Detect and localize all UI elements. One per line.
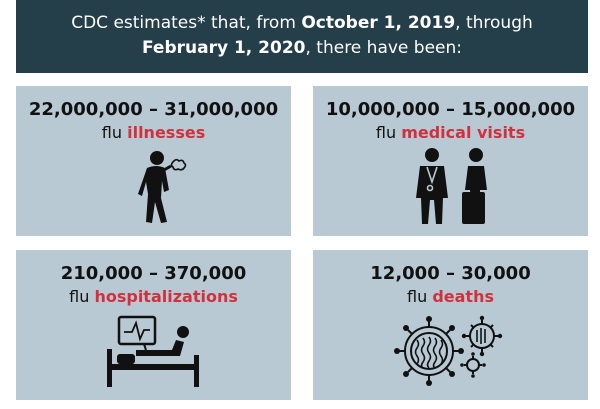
medical-visits-range: 10,000,000 – 15,000,000: [325, 99, 576, 120]
medical-visits-card: 10,000,000 – 15,000,000 flu medical visi…: [313, 86, 588, 236]
deaths-card: 12,000 – 30,000 flu deaths: [313, 250, 588, 400]
banner-prefix: CDC estimates* that, from: [71, 13, 302, 33]
sick-person-icon: [138, 151, 187, 223]
deaths-highlight: deaths: [432, 287, 494, 306]
hospitalizations-label: flu hospitalizations: [69, 287, 238, 306]
doctor-patient-icon: [416, 148, 487, 224]
hospital-bed-icon: [107, 315, 199, 387]
medical-visits-label: flu medical visits: [375, 123, 526, 142]
banner-middle: , through: [455, 13, 533, 33]
illnesses-label: flu illnesses: [101, 123, 206, 142]
illnesses-card: 22,000,000 – 31,000,000 flu illnesses: [16, 86, 291, 236]
virus-icon: [394, 315, 503, 386]
hospitalizations-highlight: hospitalizations: [94, 287, 238, 306]
deaths-label: flu deaths: [407, 287, 494, 306]
illnesses-highlight: illnesses: [127, 123, 206, 142]
illnesses-range: 22,000,000 – 31,000,000: [28, 99, 279, 120]
medical-visits-highlight: medical visits: [401, 123, 526, 142]
header-banner: CDC estimates* that, from October 1, 201…: [16, 0, 588, 73]
banner-suffix: , there have been:: [305, 38, 462, 58]
banner-start-date: October 1, 2019: [301, 13, 456, 33]
hospitalizations-range: 210,000 – 370,000: [60, 263, 247, 284]
deaths-range: 12,000 – 30,000: [370, 263, 531, 284]
hospitalizations-card: 210,000 – 370,000 flu hospitalizations: [16, 250, 291, 400]
banner-end-date: February 1, 2020: [142, 38, 306, 58]
